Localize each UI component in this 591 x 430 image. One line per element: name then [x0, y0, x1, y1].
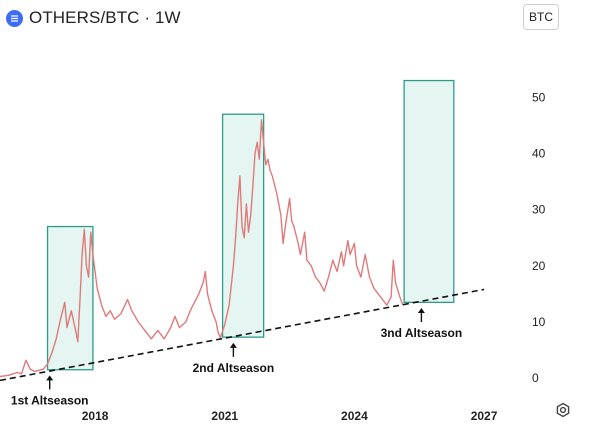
chart-title: OTHERS/BTC · 1W	[29, 8, 181, 27]
x-tick-label-2021: 2021	[211, 409, 238, 423]
annotation-label-1: 1st Altseason	[11, 393, 89, 407]
x-tick-label-2024: 2024	[341, 409, 368, 423]
x-tick-label-2027: 2027	[471, 409, 498, 423]
blue-circle-logo-icon	[6, 9, 23, 27]
x-tick-label-2018: 2018	[82, 409, 109, 423]
currency-badge[interactable]: BTC	[523, 4, 559, 30]
annotation-arrowhead-2	[229, 342, 237, 348]
gear-hexagon-icon[interactable]	[554, 401, 572, 419]
annotation-label-3: 3nd Altseason	[381, 326, 463, 340]
y-tick-label-20: 20	[532, 259, 546, 273]
price-series-line	[0, 119, 404, 378]
y-tick-label-50: 50	[532, 90, 546, 104]
support-trendline	[0, 288, 485, 382]
annotation-arrowhead-1	[46, 375, 54, 381]
altseason-box-3	[403, 79, 455, 303]
annotation-arrowhead-3	[417, 308, 425, 314]
y-tick-label-30: 30	[532, 203, 546, 217]
altseason-box-1	[46, 225, 94, 371]
chart-header: OTHERS/BTC · 1W	[6, 8, 181, 28]
annotation-label-2: 2nd Altseason	[193, 361, 275, 375]
y-tick-label-40: 40	[532, 147, 546, 161]
y-tick-label-0: 0	[532, 371, 539, 385]
y-tick-label-10: 10	[532, 315, 546, 329]
